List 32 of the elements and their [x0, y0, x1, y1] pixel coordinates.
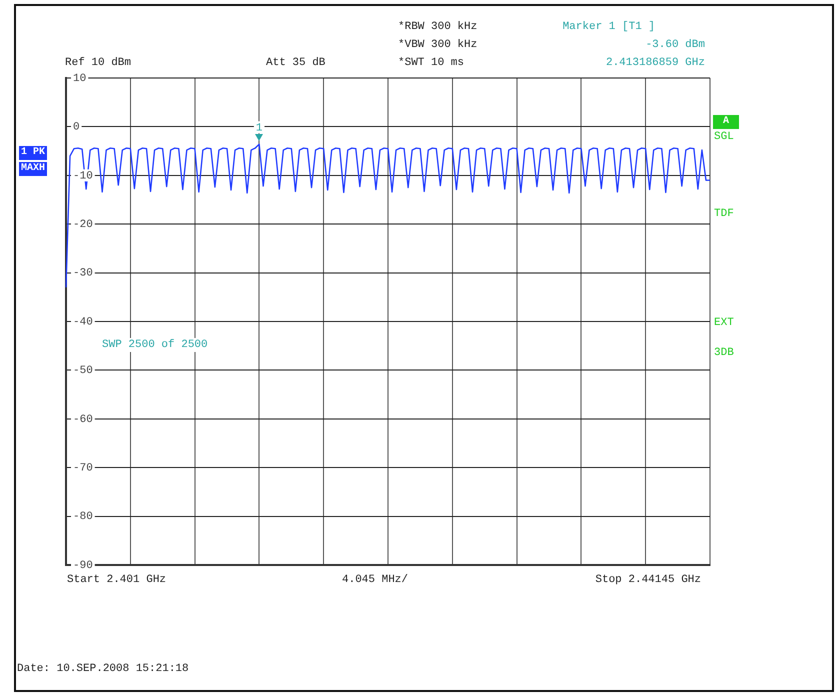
text: 4.045 MHz/ [342, 573, 408, 587]
text: 1 PK [19, 146, 48, 160]
text: *VBW 300 kHz [398, 38, 478, 52]
y-tick-label: -80 [73, 511, 93, 524]
text: Ref 10 dBm [65, 56, 132, 70]
text: -3.60 dBm [646, 38, 705, 52]
text: TDF [714, 207, 734, 221]
text: *RBW 300 kHz [398, 20, 478, 34]
text: A [713, 115, 739, 129]
text: Marker 1 [T1 ] [562, 20, 655, 34]
y-tick-label: -70 [73, 462, 93, 475]
y-tick-label: 0 [73, 122, 80, 134]
text: 3DB [714, 346, 734, 360]
text: MAXH [19, 162, 48, 176]
text: Date: 10.SEP.2008 15:21:18 [17, 662, 189, 676]
text: SGL [714, 130, 734, 144]
text: *SWT 10 ms [398, 56, 464, 70]
text: Start 2.401 GHz [67, 573, 166, 587]
y-tick-label: -40 [73, 316, 93, 328]
y-tick-label: -50 [73, 365, 93, 378]
text: 2.413186859 GHz [606, 56, 705, 70]
annotation: SWP 2500 of 2500 [100, 338, 210, 352]
text: EXT [714, 316, 734, 330]
text: Stop 2.44145 GHz [595, 573, 701, 587]
y-tick-label: -10 [73, 170, 93, 182]
text: Att 35 dB [266, 56, 326, 70]
annotation: 1 [256, 122, 263, 135]
y-tick-label: -60 [73, 414, 93, 426]
y-tick-label: -20 [73, 219, 93, 232]
y-tick-label: 10 [73, 72, 86, 85]
y-tick-label: -30 [73, 268, 93, 280]
y-tick-label: -90 [73, 560, 93, 572]
